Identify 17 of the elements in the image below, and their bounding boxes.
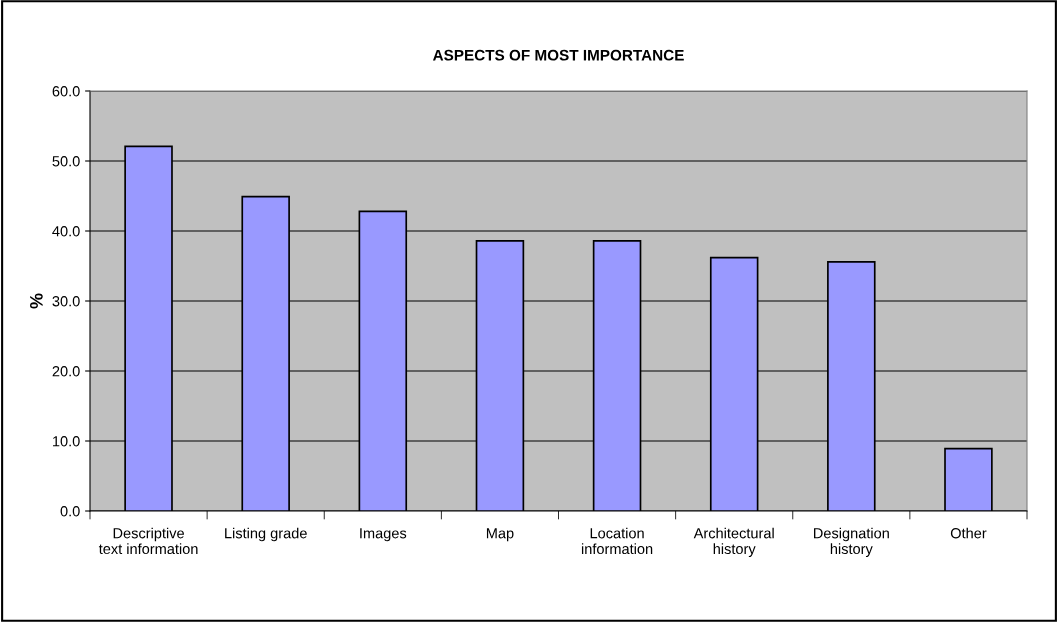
y-tick-label: 20.0 — [52, 366, 80, 377]
x-tick-label: Images — [360, 528, 407, 542]
y-tick-label: 30.0 — [52, 296, 80, 307]
x-tick-label: Listing grade — [225, 527, 307, 542]
x-tick-label: Architectural history — [693, 527, 774, 557]
x-tick-label: Location information — [581, 527, 653, 555]
x-tick-label: Map — [486, 528, 514, 542]
y-tick-label: 50.0 — [52, 156, 80, 167]
x-tick-label: Descriptive text information — [98, 527, 198, 555]
y-axis-title: % — [30, 293, 43, 309]
x-tick-label: Designation history — [814, 527, 889, 557]
y-tick-label: 40.0 — [52, 226, 80, 237]
x-tick-label: Other — [950, 527, 987, 539]
y-tick-label: 10.0 — [53, 436, 80, 447]
y-tick-label: 0.0 — [60, 506, 80, 517]
y-tick-label: 60.0 — [52, 86, 80, 97]
chart-title: ASPECTS OF MOST IMPORTANCE — [432, 49, 684, 61]
